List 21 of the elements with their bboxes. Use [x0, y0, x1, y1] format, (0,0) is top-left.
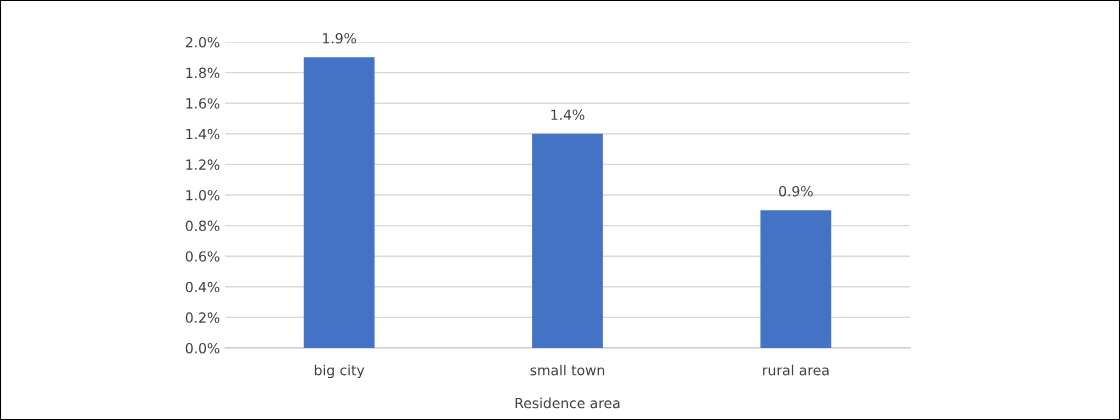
y-tick-label: 0.4% [185, 281, 220, 293]
x-tick-label: rural area [763, 364, 829, 376]
x-tick-label: big city [314, 364, 365, 379]
y-tick-label: 2.0% [185, 36, 220, 48]
bar [303, 57, 375, 348]
y-tick-label: 0.6% [185, 251, 220, 262]
y-tick-label: 1.6% [186, 98, 220, 109]
bar [532, 133, 603, 348]
y-tick-label: 1.0% [186, 189, 220, 201]
data-label: 1.9% [323, 32, 357, 44]
y-tick-label: 1.2% [186, 159, 220, 170]
y-tick-label: 0.8% [185, 220, 220, 232]
y-tick-label: 0.0% [185, 342, 220, 354]
x-tick-label: small town [530, 364, 605, 376]
bar [760, 210, 832, 348]
data-label: 1.4% [551, 109, 585, 120]
data-label: 0.9% [779, 185, 813, 197]
y-tick-label: 1.4% [186, 128, 220, 140]
y-tick-label: 0.2% [185, 312, 220, 323]
y-tick-label: 1.8% [186, 67, 220, 79]
x-axis-title: Residence area [515, 397, 620, 409]
